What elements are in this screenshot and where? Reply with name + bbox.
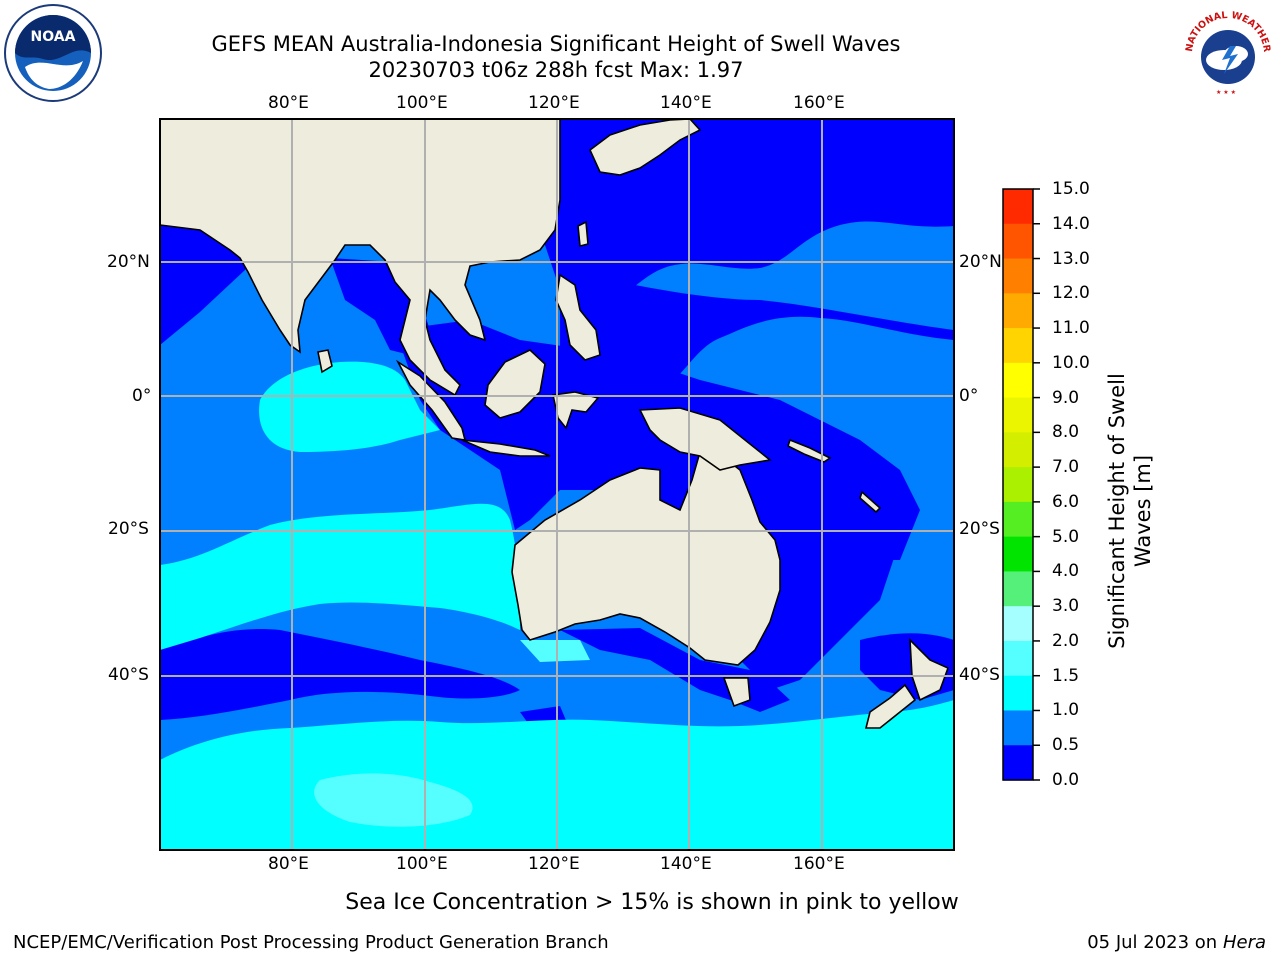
swell-zone-light-patches (314, 640, 590, 827)
colorbar-band (1003, 362, 1033, 399)
lat-label-left-20s: 20°S (108, 519, 149, 539)
land-philippines (555, 273, 601, 361)
colorbar-tick-label: 11.0 (1052, 318, 1090, 339)
colorbar-tick-label: 2.0 (1052, 630, 1080, 651)
low-swell-coral-sea (740, 460, 900, 690)
colorbar-tick-label: 0.5 (1052, 735, 1080, 756)
colorbar-tick-label: 8.0 (1052, 422, 1080, 443)
colorbar-band (1003, 675, 1033, 712)
swell-zone-south-indian (160, 503, 520, 650)
lat-label-right-0: 0° (959, 386, 979, 406)
footer-host: Hera (1222, 932, 1266, 953)
colorbar-tick-label: 0.0 (1052, 770, 1080, 790)
map-subtitle: 20230703 t06z 288h fcst Max: 1.97 (368, 58, 744, 82)
colorbar-tick-label: 12.0 (1052, 283, 1090, 304)
land-new-zealand-south (864, 683, 917, 729)
lon-label-bottom-160e: 160°E (793, 854, 845, 874)
lat-label-right-40s: 40°S (959, 665, 1000, 685)
colorbar-band (1003, 293, 1033, 329)
swell-zone-central-indian (259, 361, 440, 452)
colorbar-tick-label: 9.0 (1052, 387, 1080, 408)
colorbar-frame (1002, 188, 1034, 781)
map-gridlines (160, 119, 954, 850)
land-new-guinea (638, 407, 772, 471)
land-tasmania (722, 677, 751, 708)
colorbar-tick-label: 13.0 (1052, 248, 1090, 269)
land-solomon-islands (787, 438, 832, 463)
colorbar-tick-label: 15.0 (1052, 179, 1090, 199)
map-frame (159, 118, 955, 851)
lon-label-top-80e: 80°E (268, 93, 309, 113)
colorbar-tick-label: 1.5 (1052, 665, 1080, 686)
land-sulawesi (552, 391, 600, 430)
colorbar-band (1003, 501, 1033, 538)
lon-label-bottom-100e: 100°E (396, 854, 448, 874)
low-swell-southern-band (160, 629, 520, 720)
colorbar-band (1003, 606, 1033, 642)
lon-label-top-100e: 100°E (396, 93, 448, 113)
land-new-caledonia (859, 490, 882, 514)
colorbar-band (1003, 640, 1033, 677)
colorbar-tick-label: 14.0 (1052, 213, 1090, 234)
nws-logo-icon: NATIONAL WEATHER SERVICE ★ ★ ★ (1178, 2, 1275, 99)
colorbar-tick-label: 1.0 (1052, 700, 1080, 721)
land-australia (511, 438, 781, 666)
lon-label-bottom-140e: 140°E (660, 854, 712, 874)
colorbar-band (1003, 745, 1033, 781)
colorbar-tick-label: 6.0 (1052, 491, 1080, 512)
colorbar-band (1003, 328, 1033, 364)
noaa-logo-icon: NOAA (4, 4, 102, 102)
land-asia-india (160, 119, 561, 397)
footer-date: 05 Jul 2023 on Hera (1087, 932, 1266, 953)
colorbar-tick-label: 7.0 (1052, 457, 1080, 478)
colorbar-band (1003, 189, 1033, 225)
colorbar-tick-label: 10.0 (1052, 352, 1090, 373)
map-title: GEFS MEAN Australia-Indonesia Significan… (211, 32, 901, 56)
footer-credit: NCEP/EMC/Verification Post Processing Pr… (13, 932, 609, 953)
colorbar-band (1003, 536, 1033, 573)
lat-label-right-20s: 20°S (959, 519, 1000, 539)
lat-label-left-40s: 40°S (108, 665, 149, 685)
land-taiwan (577, 220, 589, 248)
lon-label-top-140e: 140°E (660, 93, 712, 113)
colorbar-tick-marks (1033, 188, 1040, 781)
colorbar-tick-label: 4.0 (1052, 561, 1080, 582)
svg-text:★ ★ ★: ★ ★ ★ (1216, 89, 1236, 96)
land-masses (160, 119, 950, 729)
colorbar-label: Significant Height of Swell Waves [m] (1105, 373, 1155, 649)
colorbar-band (1003, 432, 1033, 468)
lat-label-right-20n: 20°N (959, 252, 1002, 272)
lat-label-left-20n: 20°N (107, 252, 150, 272)
colorbar-tick-label: 3.0 (1052, 596, 1080, 617)
noaa-logo-text: NOAA (31, 29, 76, 45)
lat-label-left-0: 0° (132, 386, 152, 406)
colorbar-band (1003, 571, 1033, 607)
sea-ice-note: Sea Ice Concentration > 15% is shown in … (345, 890, 959, 915)
colorbar-band (1003, 467, 1033, 503)
colorbar (1003, 189, 1033, 781)
lon-label-bottom-80e: 80°E (268, 854, 309, 874)
colorbar-band (1003, 397, 1033, 433)
land-java (461, 439, 551, 457)
colorbar-band (1003, 710, 1033, 746)
footer-date-text: 05 Jul 2023 on (1087, 932, 1218, 953)
land-borneo (484, 349, 546, 419)
lon-label-bottom-120e: 120°E (528, 854, 580, 874)
land-sri-lanka (317, 349, 333, 374)
lon-label-top-120e: 120°E (528, 93, 580, 113)
colorbar-band (1003, 223, 1033, 260)
lon-label-top-160e: 160°E (793, 93, 845, 113)
colorbar-tick-label: 5.0 (1052, 526, 1080, 547)
colorbar-band (1003, 258, 1033, 294)
